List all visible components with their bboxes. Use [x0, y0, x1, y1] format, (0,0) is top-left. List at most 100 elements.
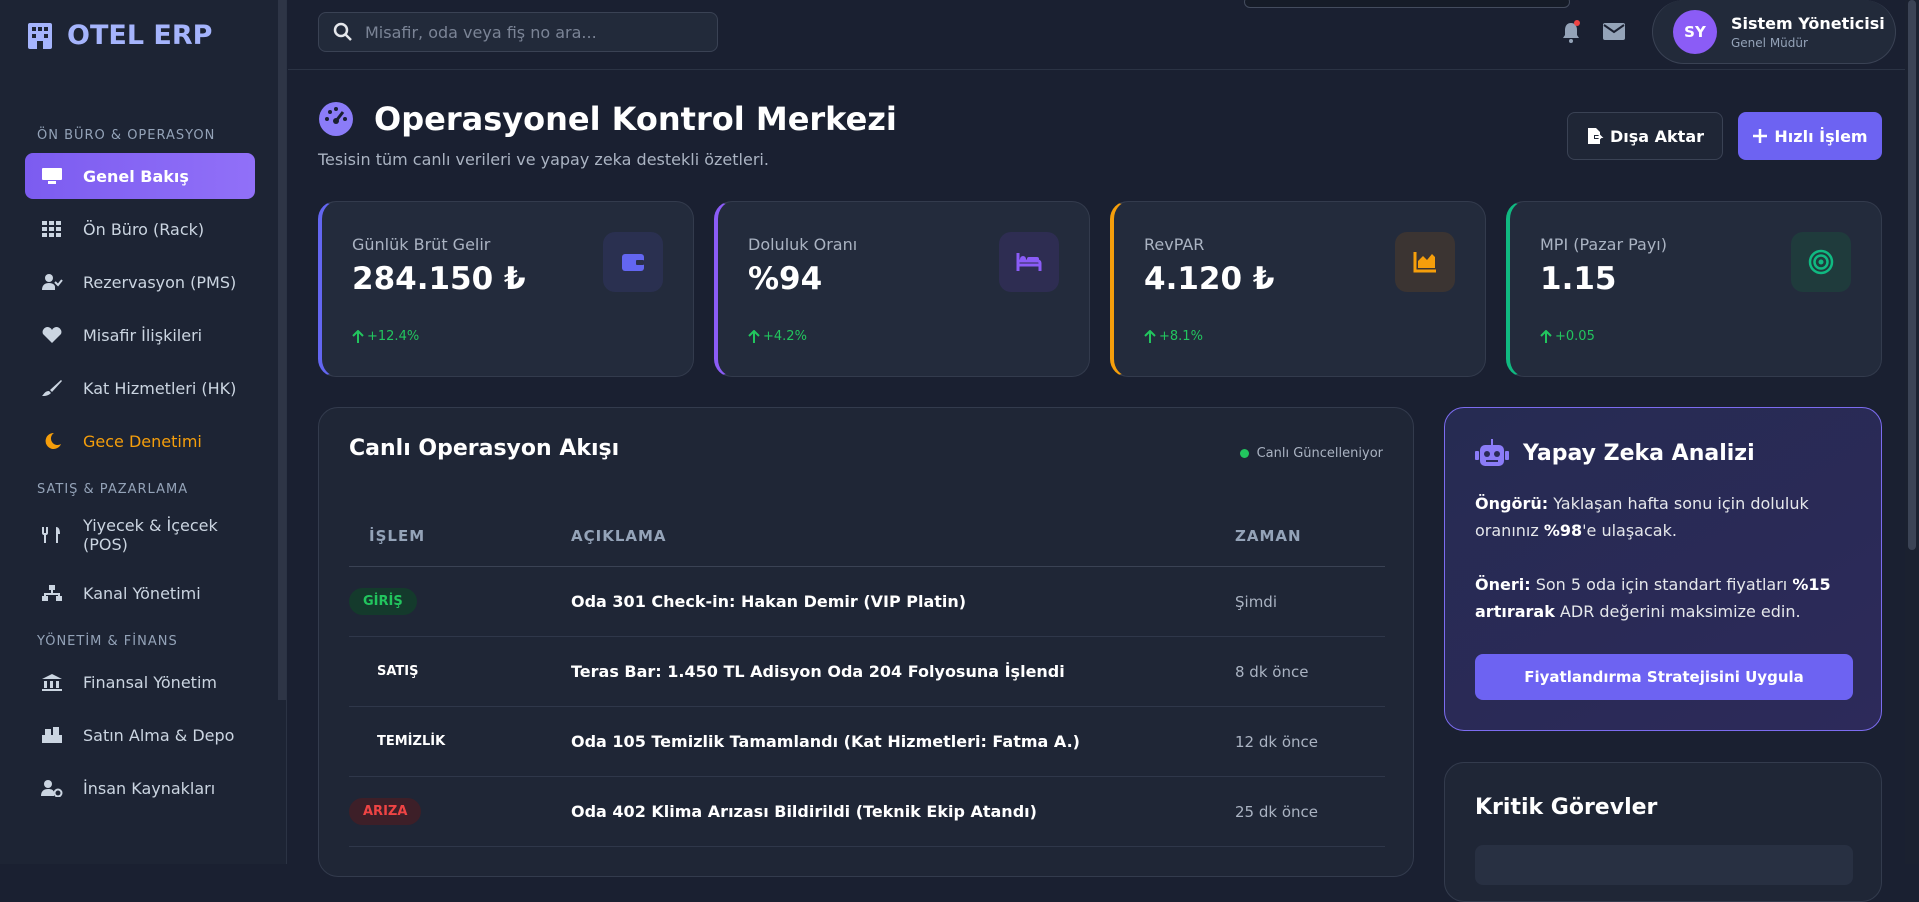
type-badge: GİRİŞ: [349, 588, 417, 615]
nav-item[interactable]: Genel Bakış: [25, 153, 255, 199]
table-row[interactable]: TEMİZLİK Oda 105 Temizlik Tamamlandı (Kat…: [349, 707, 1385, 777]
logo-text: OTEL ERP: [67, 20, 213, 51]
kpi-change: +8.1%: [1144, 329, 1203, 344]
kpi-change-text: +8.1%: [1159, 329, 1203, 344]
kpi-icon-svg: [1808, 249, 1834, 275]
nav-item[interactable]: Gece Denetimi: [25, 418, 255, 464]
cell-type: SATIŞ: [349, 658, 571, 685]
apply-strategy-button[interactable]: Fiyatlandırma Stratejisini Uygula: [1475, 654, 1853, 700]
logo[interactable]: OTEL ERP: [25, 20, 212, 51]
nav-icon: [42, 168, 62, 184]
up-arrow: [1144, 329, 1156, 343]
nav-item[interactable]: Rezervasyon (PMS): [25, 259, 255, 305]
user-name: Sistem Yöneticisi: [1731, 13, 1885, 33]
live-status: Canlı Güncelleniyor: [1239, 446, 1383, 461]
kpi-change: +12.4%: [352, 329, 419, 344]
cell-description: Oda 301 Check-in: Hakan Demir (VIP Plati…: [571, 592, 967, 611]
search-box[interactable]: Misafir, oda veya fiş no ara...: [318, 12, 718, 52]
nav-label: Genel Bakış: [83, 166, 189, 186]
column-header: AÇIKLAMA: [571, 526, 667, 545]
task-item[interactable]: [1475, 845, 1853, 885]
up-arrow: [352, 329, 364, 343]
operations-feed: Canlı Operasyon Akışı Canlı Güncelleniyo…: [318, 407, 1414, 877]
live-text: Canlı Güncelleniyor: [1256, 446, 1383, 461]
ai-paragraph: Öneri: Son 5 oda için standart fiyatları…: [1475, 571, 1860, 625]
nav-label: Ön Büro (Rack): [83, 219, 205, 239]
kpi-card: MPI (Pazar Payı) 1.15 +0.05: [1506, 201, 1882, 377]
quick-action-button[interactable]: Hızlı İşlem: [1738, 112, 1882, 160]
subtitle: Tesisin tüm canlı verileri ve yapay zeka…: [318, 150, 769, 169]
nav-label: Gece Denetimi: [83, 431, 202, 451]
user-role: Genel Müdür: [1731, 35, 1808, 50]
cell-description: Teras Bar: 1.450 TL Adisyon Oda 204 Foly…: [571, 662, 1065, 681]
nav-item[interactable]: Finansal Yönetim: [25, 659, 255, 705]
kpi-label: RevPAR: [1144, 235, 1205, 254]
nav-section: YÖNETİM & FİNANS Finansal Yönetim Satın Al…: [0, 634, 280, 811]
kpi-card: Günlük Brüt Gelir 284.150 ₺ +12.4%: [318, 201, 694, 377]
kpi-icon: [1395, 232, 1455, 292]
nav-icon: [42, 674, 62, 691]
nav-icon: [42, 221, 61, 237]
cell-time: 8 dk önce: [1235, 662, 1309, 681]
quick-label: Hızlı İşlem: [1774, 126, 1868, 146]
type-badge: SATIŞ: [377, 664, 419, 679]
column-header: ZAMAN: [1235, 526, 1302, 545]
nav-label: Yiyecek & İçecek (POS): [83, 516, 218, 554]
sidebar: OTEL ERP ÖN BÜRO & OPERASYON Genel Bakış Ö…: [0, 0, 287, 864]
scroll-thumb[interactable]: [1908, 0, 1916, 550]
user-info: Sistem Yöneticisi Genel Müdür: [1731, 14, 1885, 50]
nav-section: SATIŞ & PAZARLAMA Yiyecek & İçecek (POS) K…: [0, 482, 280, 616]
ai-text-part: Yaklaşan hafta sonu için doluluk oranını…: [1475, 494, 1809, 540]
cell-time: Şimdi: [1235, 592, 1277, 611]
nav-label: Rezervasyon (PMS): [83, 272, 237, 292]
kpi-icon-svg: [1413, 252, 1436, 273]
nav-icon: [41, 780, 63, 797]
table-row[interactable]: ARIZA Oda 402 Klima Arızası Bildirildi (T…: [349, 777, 1385, 847]
page-scrollbar[interactable]: [1905, 0, 1919, 864]
ai-analysis: Yapay Zeka Analizi Öngörü: Yaklaşan haft…: [1444, 407, 1882, 731]
notification-bell[interactable]: [1560, 20, 1582, 44]
kpi-card: RevPAR 4.120 ₺ +8.1%: [1110, 201, 1486, 377]
nav-label: Satın Alma & Depo: [83, 725, 235, 745]
export-button[interactable]: Dışa Aktar: [1567, 112, 1723, 160]
table-row[interactable]: SATIŞ Teras Bar: 1.450 TL Adisyon Oda 204…: [349, 637, 1385, 707]
nav-item[interactable]: Kat Hizmetleri (HK): [25, 365, 255, 411]
kpi-value: 4.120 ₺: [1144, 261, 1275, 297]
kpi-value: 1.15: [1540, 261, 1617, 297]
nav-item[interactable]: Kanal Yönetimi: [25, 570, 255, 616]
up-arrow: [1540, 329, 1552, 343]
cell-time: 12 dk önce: [1235, 732, 1318, 751]
nav-item[interactable]: Misafir İlişkileri: [25, 312, 255, 358]
export-icon: [1587, 128, 1604, 144]
nav-item[interactable]: Yiyecek & İçecek (POS): [25, 507, 255, 563]
kpi-value: %94: [748, 261, 823, 297]
ai-highlight: %15 artırarak: [1475, 575, 1831, 621]
user-menu[interactable]: SY Sistem Yöneticisi Genel Müdür: [1652, 0, 1896, 64]
cell-description: Oda 402 Klima Arızası Bildirildi (Teknik…: [571, 802, 1037, 821]
export-label: Dışa Aktar: [1609, 126, 1704, 146]
nav-item[interactable]: Ön Büro (Rack): [25, 206, 255, 252]
nav-item[interactable]: Satın Alma & Depo: [25, 712, 255, 758]
feed-title: Canlı Operasyon Akışı: [349, 436, 620, 461]
ai-highlight: Öngörü:: [1475, 494, 1549, 513]
kpi-change: +4.2%: [748, 329, 807, 344]
ai-highlight: Öneri:: [1475, 575, 1531, 594]
nav-icon: [42, 585, 62, 601]
search-placeholder: Misafir, oda veya fiş no ara...: [365, 22, 597, 42]
nav-label: Misafir İlişkileri: [83, 325, 203, 345]
table-row[interactable]: GİRİŞ Oda 301 Check-in: Hakan Demir (VIP …: [349, 567, 1385, 637]
search-icon: [333, 22, 352, 41]
kpi-change-text: +4.2%: [763, 329, 807, 344]
nav-item[interactable]: İnsan Kaynakları: [25, 765, 255, 811]
page-title: Operasyonel Kontrol Merkezi: [318, 100, 897, 138]
ai-paragraph: Öngörü: Yaklaşan hafta sonu için doluluk…: [1475, 490, 1860, 544]
kpi-icon-svg: [622, 254, 644, 271]
live-dot: [1239, 449, 1249, 458]
table-body: GİRİŞ Oda 301 Check-in: Hakan Demir (VIP …: [349, 567, 1385, 847]
dropdown[interactable]: [1244, 0, 1570, 8]
nav-label: Finansal Yönetim: [83, 672, 217, 692]
type-badge: ARIZA: [349, 798, 422, 825]
logo-icon: [28, 22, 52, 49]
mail-icon[interactable]: [1603, 23, 1625, 40]
sidebar-scrollbar[interactable]: [278, 0, 286, 700]
